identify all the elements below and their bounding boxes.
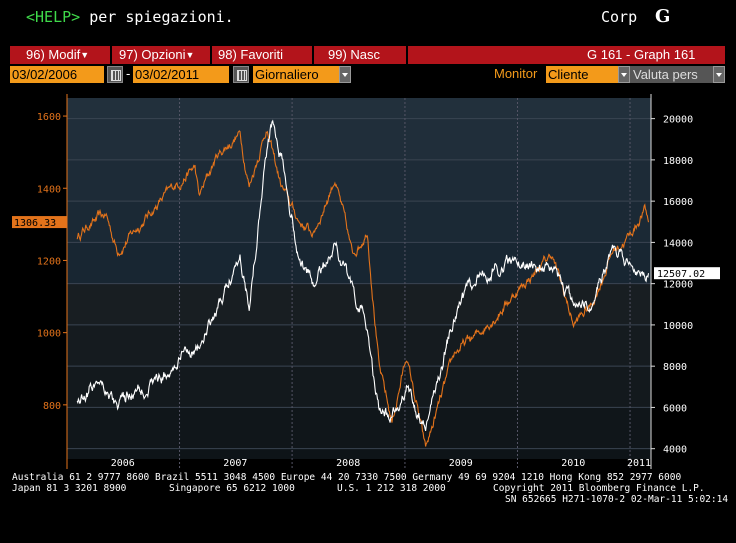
menu-item-opzioni[interactable]: 97) Opzioni▼ bbox=[119, 47, 195, 62]
menu-divider bbox=[110, 46, 112, 64]
footer-contacts: Australia 61 2 9777 8600 Brazil 5511 304… bbox=[12, 472, 682, 483]
menu-divider bbox=[210, 46, 212, 64]
right-tick-label: 18000 bbox=[663, 156, 693, 167]
chart-band bbox=[67, 324, 651, 367]
chart-band bbox=[67, 407, 651, 449]
screen-id: G 161 - Graph 161 bbox=[587, 47, 696, 62]
toolbar: 03/02/2006 - 03/02/2011 Giornaliero Moni… bbox=[10, 66, 725, 84]
left-tick-label: 1000 bbox=[37, 329, 61, 340]
right-tick-label: 8000 bbox=[663, 362, 687, 373]
monitor-label: Monitor bbox=[494, 66, 538, 81]
menu-item-modif[interactable]: 96) Modif▼ bbox=[26, 47, 90, 62]
footer-us: U.S. 1 212 318 2000 bbox=[337, 483, 446, 494]
function-logo: G bbox=[655, 6, 671, 27]
left-tick-label: 1200 bbox=[37, 256, 61, 267]
x-tick-label: 2007 bbox=[223, 458, 247, 469]
chart-band bbox=[67, 159, 651, 202]
x-tick-label: 2006 bbox=[111, 458, 135, 469]
series-line-orange bbox=[76, 130, 650, 447]
x-tick-label: 2009 bbox=[449, 458, 473, 469]
chevron-down-icon[interactable] bbox=[618, 66, 630, 83]
chart-band bbox=[67, 366, 651, 408]
chevron-down-icon[interactable] bbox=[713, 66, 725, 83]
right-tick-label: 20000 bbox=[663, 115, 693, 126]
help-key[interactable]: <HELP> bbox=[26, 8, 81, 26]
calendar-icon[interactable] bbox=[107, 66, 123, 83]
menu-bar: 96) Modif▼ 97) Opzioni▼ 98) Favoriti 99)… bbox=[10, 46, 725, 64]
end-date-field[interactable]: 03/02/2011 bbox=[133, 66, 229, 83]
calendar-icon[interactable] bbox=[233, 66, 249, 83]
footer-japan: Japan 81 3 3201 8900 bbox=[12, 483, 127, 494]
last-value-tag-right bbox=[654, 267, 720, 280]
date-range-dash: - bbox=[126, 66, 131, 81]
frequency-select[interactable]: Giornaliero bbox=[253, 66, 339, 83]
chart-band bbox=[67, 98, 651, 119]
chart-band bbox=[67, 283, 651, 325]
left-tick-label: 1400 bbox=[37, 184, 61, 195]
x-tick-label: 2010 bbox=[561, 458, 585, 469]
chart-band bbox=[67, 201, 651, 243]
footer-singapore: Singapore 65 6212 1000 bbox=[169, 483, 295, 494]
help-text: per spiegazioni. bbox=[80, 8, 234, 26]
price-chart[interactable]: 2006 2007 2008 2009 2010 2011 800 1000 1200 1400 1… bbox=[0, 86, 736, 472]
chevron-down-icon: ▼ bbox=[80, 50, 90, 60]
x-tick-label: 2011 bbox=[627, 458, 651, 469]
start-date-field[interactable]: 03/02/2006 bbox=[10, 66, 104, 83]
series-line-white bbox=[76, 119, 650, 432]
footer-session: SN 652665 H271-1070-2 02-Mar-11 5:02:14 bbox=[505, 494, 729, 505]
right-tick-label: 16000 bbox=[663, 197, 693, 208]
menu-item-nasc[interactable]: 99) Nasc bbox=[328, 47, 381, 62]
chevron-down-icon[interactable] bbox=[339, 66, 351, 83]
footer: Australia 61 2 9777 8600 Brazil 5511 304… bbox=[12, 472, 729, 543]
menu-item-favoriti[interactable]: 98) Favoriti bbox=[218, 47, 284, 62]
last-value-tag-left bbox=[12, 216, 67, 229]
header-bar: <HELP> per spiegazioni. Corp G bbox=[0, 0, 736, 40]
monitor-select[interactable]: Cliente bbox=[546, 66, 618, 83]
left-tick-label: 1600 bbox=[37, 112, 61, 123]
right-tick-label: 10000 bbox=[663, 321, 693, 332]
chevron-down-icon: ▼ bbox=[185, 50, 195, 60]
left-tick-label: 800 bbox=[43, 401, 61, 412]
menu-divider bbox=[406, 46, 408, 64]
menu-divider bbox=[312, 46, 314, 64]
sector-label: Corp bbox=[601, 8, 638, 26]
currency-select[interactable]: Valuta pers bbox=[630, 66, 713, 83]
chart-band bbox=[67, 448, 651, 459]
help-hint: <HELP> per spiegazioni. bbox=[26, 8, 234, 26]
chart-band bbox=[67, 118, 651, 160]
footer-copyright: Copyright 2011 Bloomberg Finance L.P. bbox=[493, 483, 705, 494]
right-tick-label: 14000 bbox=[663, 238, 693, 249]
right-tick-label: 6000 bbox=[663, 403, 687, 414]
right-tick-label: 4000 bbox=[663, 445, 687, 456]
last-value-left: 1306.33 bbox=[14, 218, 56, 229]
last-value-right: 12507.02 bbox=[657, 269, 705, 280]
right-tick-label: 12000 bbox=[663, 280, 693, 291]
x-tick-label: 2008 bbox=[336, 458, 360, 469]
